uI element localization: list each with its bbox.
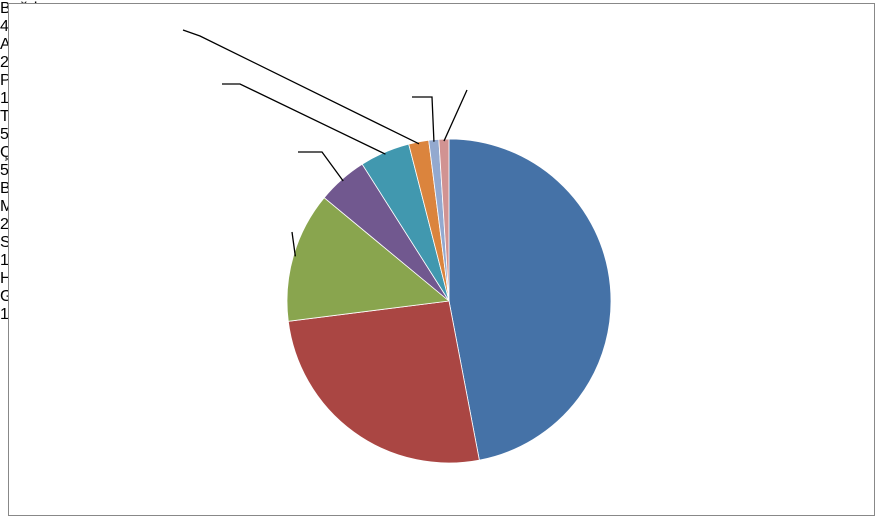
pie-slice bbox=[438, 138, 450, 302]
pie-slice bbox=[286, 197, 450, 322]
leader-line bbox=[443, 89, 468, 142]
pie-slice bbox=[448, 138, 612, 461]
leader-line bbox=[412, 96, 435, 142]
leader-line bbox=[298, 151, 344, 182]
leader-line bbox=[222, 83, 386, 155]
leader-line bbox=[182, 29, 420, 145]
pie-slice bbox=[287, 300, 480, 464]
leader-line bbox=[291, 231, 296, 257]
